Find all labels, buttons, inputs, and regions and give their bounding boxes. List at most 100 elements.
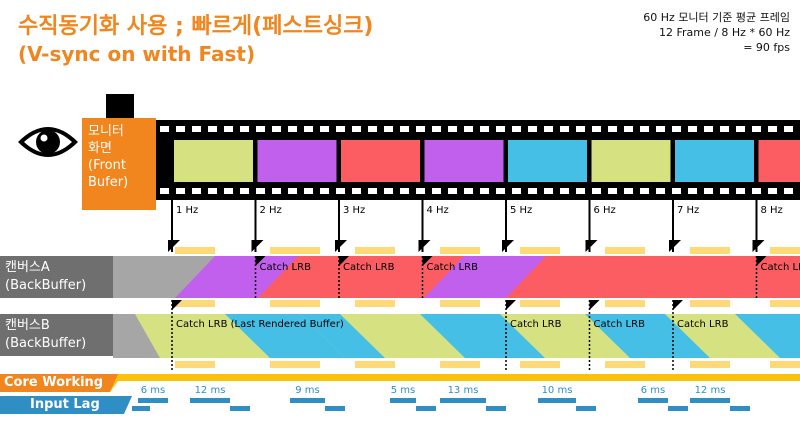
film-frame-2 xyxy=(257,140,337,182)
film-strip xyxy=(156,120,800,200)
catch-flag-a xyxy=(422,256,433,266)
page-title: 수직동기화 사용 ; 빠르게(페스트싱크) xyxy=(18,14,374,39)
film-hole xyxy=(288,126,297,132)
film-hole xyxy=(752,126,761,132)
yellow-bar xyxy=(270,361,320,368)
hz-label: 3 Hz xyxy=(343,205,365,216)
hz-label: 2 Hz xyxy=(260,205,282,216)
film-hole xyxy=(288,188,297,194)
hz-flag xyxy=(502,240,514,252)
canvas-b-track xyxy=(113,314,800,358)
lag-bar xyxy=(390,398,416,403)
film-hole xyxy=(192,188,201,194)
core-working-band xyxy=(0,374,800,392)
film-hole xyxy=(272,126,281,132)
page-subtitle: (V-sync on with Fast) xyxy=(18,42,256,66)
canvas-b-name: 캔버스B xyxy=(5,318,50,333)
film-frame-6 xyxy=(591,140,671,182)
lag-bar xyxy=(230,406,250,411)
catch-flag-b xyxy=(172,300,182,310)
lag-label: 10 ms xyxy=(542,385,573,396)
film-hole xyxy=(640,126,649,132)
film-hole xyxy=(784,188,793,194)
film-hole xyxy=(240,126,249,132)
film-hole xyxy=(624,126,633,132)
film-hole xyxy=(672,126,681,132)
film-hole xyxy=(704,188,713,194)
lag-bar xyxy=(138,398,168,403)
film-hole xyxy=(192,126,201,132)
film-frames xyxy=(174,140,800,182)
film-holes-top xyxy=(160,126,793,132)
canvas-b-label: 캔버스B (BackBuffer) xyxy=(0,314,113,356)
hz-label: 7 Hz xyxy=(677,205,699,216)
yellow-bar xyxy=(770,247,800,254)
yellow-bar xyxy=(270,300,320,307)
canvas-b-render xyxy=(225,314,345,358)
canvas-a-label: 캔버스A (BackBuffer) xyxy=(0,256,113,298)
film-hole xyxy=(656,126,665,132)
yellow-bar xyxy=(605,361,645,368)
yellow-accent-bars xyxy=(175,247,800,368)
film-hole xyxy=(720,126,729,132)
input-lag-bars: 6 ms 12 ms 9 ms 5 ms 13 ms 10 ms 6 ms 12 ms xyxy=(132,385,750,411)
film-hole xyxy=(224,126,233,132)
yellow-bar xyxy=(355,361,395,368)
film-hole xyxy=(240,188,249,194)
yellow-bar xyxy=(440,300,480,307)
canvas-b-renders xyxy=(113,314,800,358)
film-hole xyxy=(720,188,729,194)
film-hole xyxy=(160,188,169,194)
lag-label: 13 ms xyxy=(448,385,479,396)
film-hole xyxy=(432,126,441,132)
hz-label: 8 Hz xyxy=(761,205,783,216)
hz-flag xyxy=(585,240,598,252)
yellow-bar xyxy=(520,247,560,254)
film-frame-4 xyxy=(424,140,504,182)
lag-bar xyxy=(416,406,436,411)
film-hole xyxy=(208,188,217,194)
film-hole xyxy=(352,188,361,194)
film-hole xyxy=(336,188,345,194)
yellow-bar xyxy=(175,247,215,254)
canvas-b-idle xyxy=(113,314,160,358)
film-hole xyxy=(352,126,361,132)
film-hole xyxy=(368,188,377,194)
catch-label-a: Catch LRB xyxy=(260,262,312,273)
film-hole xyxy=(544,126,553,132)
fps-info: 60 Hz 모니터 기준 평균 프레임 12 Frame / 8 Hz * 60… xyxy=(643,10,790,55)
hz-flag xyxy=(418,240,431,252)
input-lag-band: 6 ms 12 ms 9 ms 5 ms 13 ms 10 ms 6 ms 12 ms xyxy=(0,385,750,414)
lag-bar xyxy=(690,398,730,403)
film-hole xyxy=(256,188,265,194)
canvas-a-transition xyxy=(590,256,630,298)
canvas-b-render xyxy=(300,314,385,358)
input-lag-label: Input Lag xyxy=(30,397,100,412)
lag-label: 6 ms xyxy=(141,385,166,396)
film-hole xyxy=(208,126,217,132)
catch-flag-a xyxy=(255,256,266,266)
canvas-a-render xyxy=(506,256,800,298)
yellow-bar xyxy=(520,300,560,307)
film-hole xyxy=(224,188,233,194)
canvas-a-transition xyxy=(674,256,714,298)
film-hole xyxy=(672,188,681,194)
yellow-bar xyxy=(605,300,645,307)
canvas-a-transition xyxy=(424,256,464,298)
film-hole xyxy=(304,188,313,194)
lag-bar xyxy=(730,406,750,411)
canvas-b-render xyxy=(735,314,800,358)
catch-flag-a xyxy=(756,256,767,266)
hz-flag xyxy=(669,240,681,252)
film-hole xyxy=(304,126,313,132)
lag-bar xyxy=(538,398,576,403)
film-hole xyxy=(496,188,505,194)
film-hole xyxy=(576,188,585,194)
canvas-a-track xyxy=(113,256,800,298)
film-hole xyxy=(384,188,393,194)
front-buffer-line-1: 모니터 xyxy=(88,124,124,139)
film-hole xyxy=(512,188,521,194)
hz-flag xyxy=(251,240,264,252)
canvas-b-sub: (BackBuffer) xyxy=(5,336,87,351)
film-hole xyxy=(560,126,569,132)
